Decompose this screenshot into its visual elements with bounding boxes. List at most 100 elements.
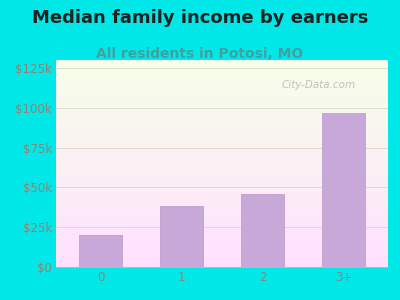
Bar [80,235,122,267]
Bar [56,214,388,215]
Bar [56,188,388,189]
Bar [56,232,388,233]
Bar [56,78,388,79]
Bar [56,60,388,61]
Bar [56,66,388,67]
Bar [56,235,388,236]
Bar [56,193,388,194]
Bar [56,166,388,167]
Bar [56,85,388,86]
Bar [56,234,388,235]
Bar [56,73,388,74]
Bar [56,127,388,128]
Bar [56,176,388,178]
Bar [56,147,388,148]
Bar [56,206,388,207]
Bar [56,221,388,222]
Bar [56,212,388,213]
Bar [56,167,388,168]
Bar [56,164,388,165]
Bar [56,65,388,66]
Bar [56,137,388,138]
Bar [56,93,388,94]
Bar [56,156,388,157]
Bar [56,244,388,245]
Bar [56,222,388,223]
Bar [56,180,388,181]
Bar [56,82,388,83]
Bar [56,80,388,81]
Bar [56,163,388,164]
Bar [56,237,388,238]
Bar [56,210,388,211]
Bar [242,194,284,267]
Bar [56,170,388,171]
Bar [56,71,388,73]
Bar [56,189,388,190]
Bar [56,219,388,220]
Bar [56,152,388,153]
Bar [56,215,388,216]
Bar [56,141,388,142]
Bar [56,76,388,78]
Bar [56,138,388,139]
Bar [56,264,388,265]
Bar [56,131,388,132]
Bar [56,194,388,195]
Bar [56,187,388,188]
Bar [56,238,388,239]
Bar [56,243,388,244]
Bar [56,103,388,104]
Bar [56,89,388,90]
Bar [56,184,388,185]
Bar [56,142,388,143]
Bar [56,157,388,158]
Bar [56,107,388,108]
Bar [160,206,202,267]
Bar [56,192,388,193]
Bar [56,114,388,115]
Bar [56,182,388,183]
Bar [56,263,388,264]
Bar [322,112,364,267]
Bar [56,160,388,161]
Bar [56,224,388,225]
Bar [56,140,388,141]
Bar [56,74,388,75]
Bar [56,174,388,175]
Bar [56,110,388,111]
Bar [56,64,388,65]
Bar [56,94,388,95]
Bar [56,233,388,234]
Bar [56,203,388,205]
Bar [56,217,388,218]
Bar [56,106,388,107]
Bar [56,62,388,63]
Bar [56,229,388,230]
Bar [56,143,388,144]
Bar [56,178,388,180]
Bar [56,230,388,231]
Bar [56,256,388,258]
Bar [56,70,388,71]
Bar [56,169,388,170]
Bar [56,162,388,163]
Bar [56,246,388,247]
Bar [56,113,388,114]
Bar [56,226,388,227]
Bar [56,181,388,182]
Bar [56,68,388,69]
Bar [56,165,388,166]
Bar [56,133,388,134]
Bar [56,154,388,155]
Bar [56,186,388,187]
Bar [56,158,388,159]
Bar [56,159,388,160]
Bar [56,91,388,92]
Text: City-Data.com: City-Data.com [282,80,356,90]
Bar [56,87,388,88]
Bar [56,148,388,149]
Bar [56,95,388,96]
Bar [56,185,388,186]
Bar [56,261,388,262]
